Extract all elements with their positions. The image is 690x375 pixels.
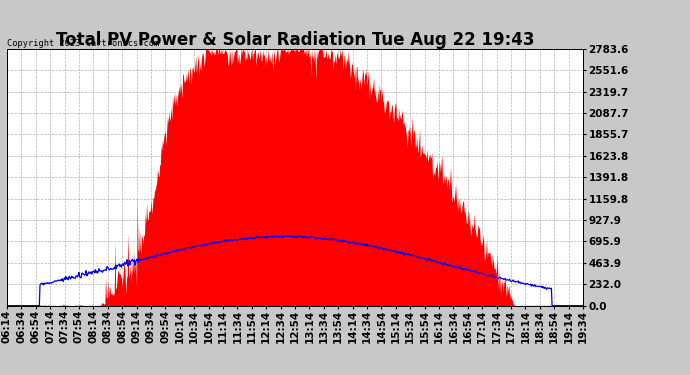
Title: Total PV Power & Solar Radiation Tue Aug 22 19:43: Total PV Power & Solar Radiation Tue Aug… xyxy=(56,31,534,49)
Text: Copyright 2023 Cartronics.com: Copyright 2023 Cartronics.com xyxy=(7,39,159,48)
